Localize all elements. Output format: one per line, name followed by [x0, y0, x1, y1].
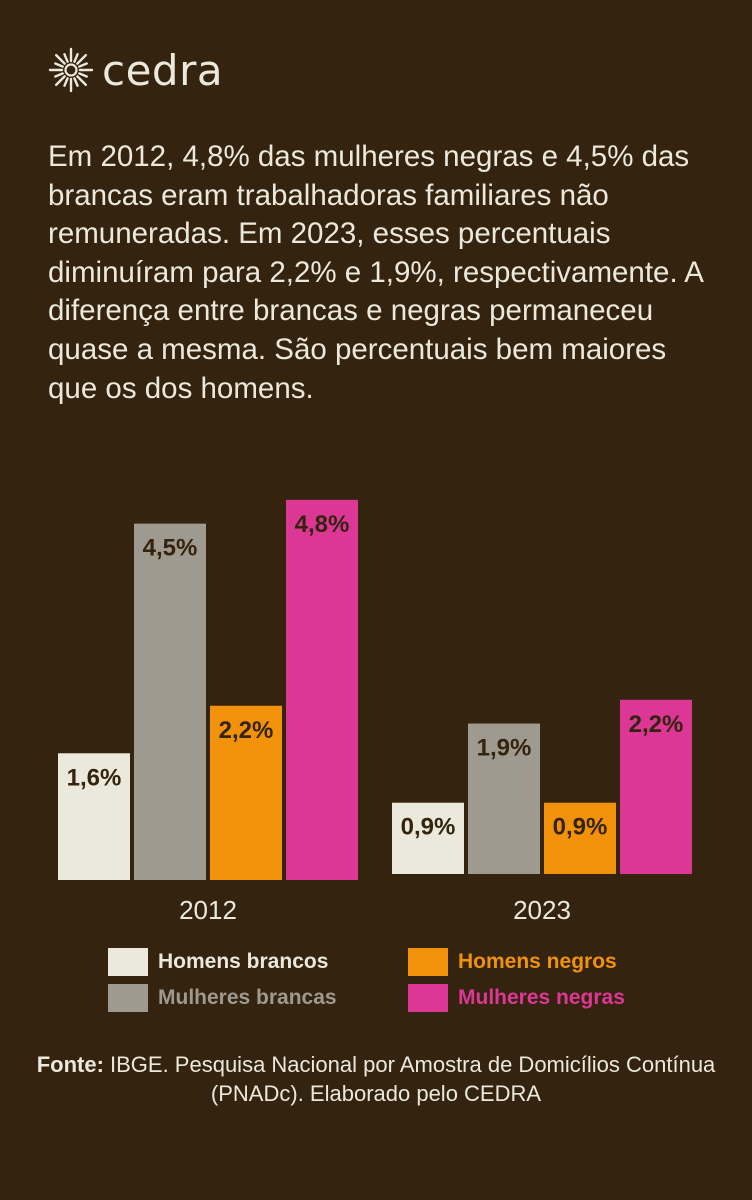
source-text: IBGE. Pesquisa Nacional por Amostra de D… [103, 1052, 716, 1106]
bar-value-label: 4,5% [143, 535, 198, 562]
legend-swatch [108, 948, 148, 976]
bar-value-label: 2,2% [629, 711, 684, 738]
source-label: Fonte: [36, 1052, 104, 1077]
bar-homens-negros-2023 [544, 802, 616, 874]
legend-swatch [108, 984, 148, 1012]
intro-paragraph: Em 2012, 4,8% das mulheres negras e 4,5%… [48, 140, 703, 405]
legend-item-homens-brancos: Homens brancos [108, 946, 328, 978]
legend-swatch [408, 984, 448, 1012]
bar-value-label: 1,9% [477, 735, 532, 762]
bar-chart: 1,6% 4,5% 2,2% 4,8% 0,9% 1,9% 0,9% 2,2% 2012 202… [58, 499, 692, 925]
category-label-2012: 2012 [179, 895, 237, 925]
bar-mulheres-brancas-2023 [468, 723, 540, 874]
bar-value-label: 0,9% [553, 814, 608, 841]
legend-label: Homens brancos [158, 950, 329, 973]
bar-value-label: 1,6% [67, 764, 122, 791]
bar-mulheres-negras-2012 [286, 499, 358, 880]
bar-mulheres-negras-2023 [620, 699, 692, 874]
brand-name: cedra [102, 45, 224, 95]
legend-label: Mulheres negras [458, 986, 625, 1009]
category-label-2023: 2023 [513, 895, 571, 925]
legend-item-mulheres-brancas: Mulheres brancas [108, 982, 337, 1014]
bar-value-label: 2,2% [219, 717, 274, 744]
bar-homens-brancos-2023 [392, 802, 464, 874]
legend-item-homens-negros: Homens negros [408, 946, 617, 978]
bar-mulheres-brancas-2012 [134, 523, 206, 880]
legend-label: Homens negros [458, 950, 617, 973]
bar-value-label: 0,9% [401, 814, 456, 841]
sun-burst-icon [48, 47, 94, 93]
chart-legend: Homens brancos Mulheres brancas Homens n… [108, 946, 708, 1016]
source-note: Fonte: IBGE. Pesquisa Nacional por Amost… [30, 1050, 722, 1108]
legend-swatch [408, 948, 448, 976]
brand-logo: cedra [48, 42, 223, 98]
bar-homens-negros-2012 [210, 705, 282, 880]
bar-value-label: 4,8% [295, 511, 350, 538]
legend-item-mulheres-negras: Mulheres negras [408, 982, 625, 1014]
bar-homens-brancos-2012 [58, 753, 130, 880]
legend-label: Mulheres brancas [158, 986, 337, 1009]
